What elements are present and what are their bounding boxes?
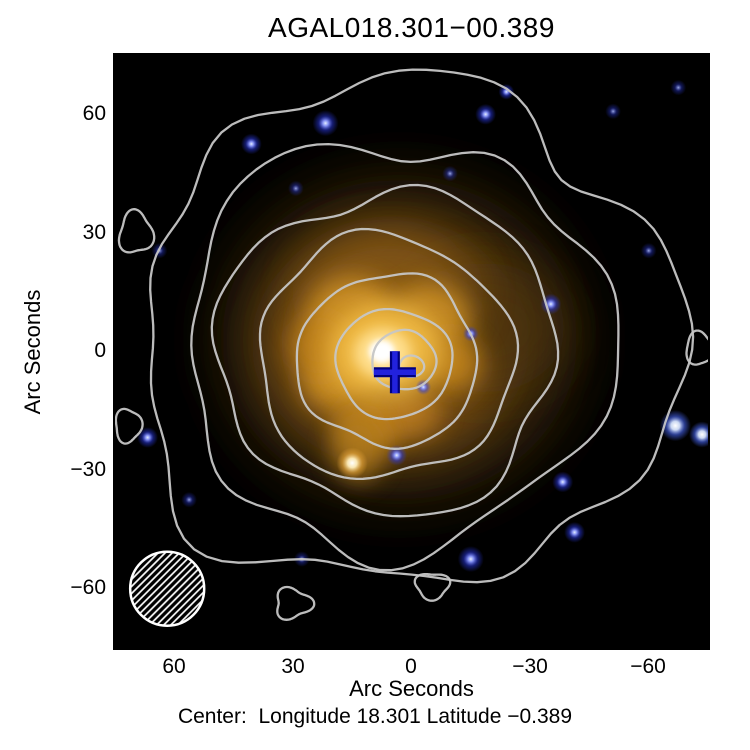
- x-tick-label: 0: [405, 655, 417, 678]
- contour-overlay: [115, 68, 708, 621]
- plot-frame: [113, 53, 710, 650]
- y-tick-label: −30: [70, 458, 106, 481]
- x-tick-label: −30: [512, 655, 548, 678]
- sky-image: [115, 55, 708, 648]
- x-tick-label: 30: [281, 655, 305, 678]
- x-tick-label: −60: [630, 655, 666, 678]
- center-caption: Center: Longitude 18.301 Latitude −0.389: [177, 705, 573, 728]
- figure-title: AGAL018.301−00.389: [268, 12, 555, 43]
- beam-circle: [128, 550, 206, 627]
- x-tick-label: 60: [162, 655, 186, 678]
- y-tick-label: 60: [82, 102, 106, 125]
- stars-layer: [137, 79, 708, 573]
- center-cross-marker: [373, 351, 416, 394]
- y-tick-label: −60: [70, 576, 106, 599]
- y-tick-label: 0: [94, 339, 106, 362]
- y-tick-label: 30: [82, 221, 106, 244]
- x-axis-label: Arc Seconds: [349, 676, 474, 701]
